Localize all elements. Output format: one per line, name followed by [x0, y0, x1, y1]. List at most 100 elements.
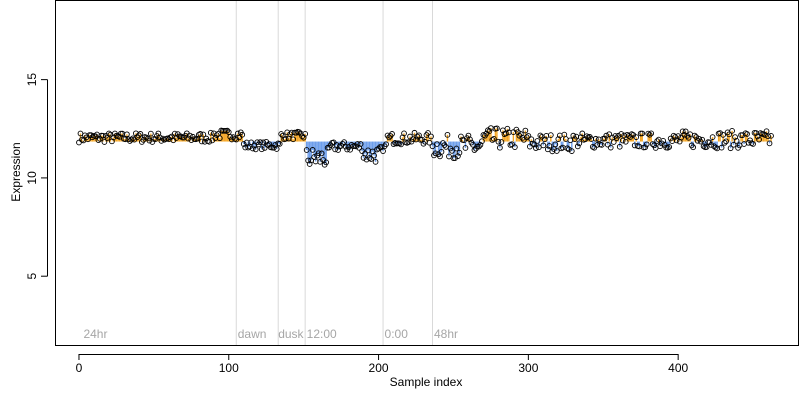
data-point — [206, 138, 213, 145]
data-point — [462, 145, 469, 151]
data-point — [497, 144, 503, 151]
data-point — [495, 138, 502, 145]
data-point — [137, 131, 144, 137]
data-point — [591, 144, 598, 151]
x-tick-label: 300 — [518, 361, 538, 375]
data-point — [512, 144, 518, 151]
data-point — [518, 131, 524, 137]
data-point — [441, 142, 448, 148]
data-point — [296, 129, 303, 135]
data-point — [720, 131, 726, 138]
data-point — [603, 132, 610, 139]
data-point — [721, 139, 728, 146]
data-point — [426, 139, 433, 146]
data-point — [747, 137, 753, 144]
data-point — [544, 146, 551, 153]
data-point — [449, 147, 455, 154]
data-point — [128, 136, 135, 143]
data-point — [306, 161, 313, 167]
data-point — [248, 139, 255, 146]
data-point — [718, 144, 725, 151]
data-point — [649, 141, 656, 147]
data-point — [690, 144, 696, 151]
data-point — [258, 146, 265, 153]
data-point — [509, 141, 515, 148]
data-point — [768, 132, 774, 139]
data-point — [606, 131, 613, 138]
data-point — [619, 137, 626, 144]
data-point — [471, 147, 478, 153]
x-tick-label: 200 — [369, 361, 389, 375]
data-point — [300, 134, 307, 141]
data-point — [124, 131, 130, 138]
data-point — [207, 129, 214, 136]
data-point — [428, 133, 434, 140]
data-point — [607, 144, 614, 151]
data-point — [582, 136, 589, 143]
data-point — [729, 128, 735, 134]
data-point — [453, 145, 460, 152]
data-point — [347, 146, 353, 153]
data-point — [592, 135, 599, 142]
data-point — [429, 143, 436, 150]
data-point — [148, 130, 154, 137]
data-point — [371, 152, 377, 159]
data-point — [547, 132, 554, 138]
data-points — [76, 125, 774, 168]
data-point — [615, 132, 622, 139]
data-point — [531, 141, 538, 148]
data-point — [95, 137, 102, 144]
data-point — [266, 141, 273, 147]
data-point — [756, 136, 762, 143]
data-point — [726, 131, 732, 138]
data-point — [366, 155, 373, 161]
data-point — [553, 148, 560, 154]
data-point — [675, 133, 682, 139]
x-tick-label: 0 — [76, 361, 83, 375]
data-point — [405, 139, 412, 145]
data-point — [727, 145, 734, 152]
data-point — [666, 144, 673, 150]
data-point — [616, 143, 623, 150]
data-point — [357, 141, 364, 147]
data-point — [598, 142, 605, 148]
data-point — [691, 132, 698, 139]
y-axis: 5 10 15 — [25, 73, 48, 280]
data-point — [570, 132, 577, 139]
data-point — [455, 153, 461, 159]
data-point — [282, 135, 289, 142]
data-point — [639, 130, 646, 137]
x-tick-label: 100 — [219, 361, 239, 375]
data-point — [645, 130, 652, 137]
data-point — [89, 134, 96, 141]
data-point — [604, 141, 611, 148]
data-point — [525, 133, 532, 139]
data-point — [643, 141, 650, 148]
data-point — [700, 143, 707, 150]
data-point — [305, 157, 312, 164]
data-point — [574, 143, 581, 150]
data-point — [368, 156, 374, 162]
data-point — [97, 136, 103, 142]
data-point — [213, 132, 220, 138]
data-point — [476, 143, 482, 150]
data-point — [685, 134, 692, 141]
plot-frame — [55, 0, 799, 346]
phase-annotation: 48hr — [434, 327, 458, 341]
data-point — [76, 139, 82, 146]
data-point — [335, 147, 341, 153]
data-point — [197, 131, 204, 137]
data-point — [527, 143, 533, 150]
data-point — [279, 132, 286, 139]
data-point — [249, 145, 256, 152]
data-point — [754, 133, 761, 140]
data-point — [465, 132, 472, 139]
phase-annotation: 12:00 — [307, 327, 337, 341]
data-point — [567, 137, 574, 144]
data-point — [101, 139, 108, 145]
data-point — [733, 138, 740, 144]
data-point — [533, 145, 539, 151]
data-point — [708, 142, 714, 148]
data-point — [303, 147, 310, 153]
phase-annotation: 0:00 — [385, 327, 409, 341]
